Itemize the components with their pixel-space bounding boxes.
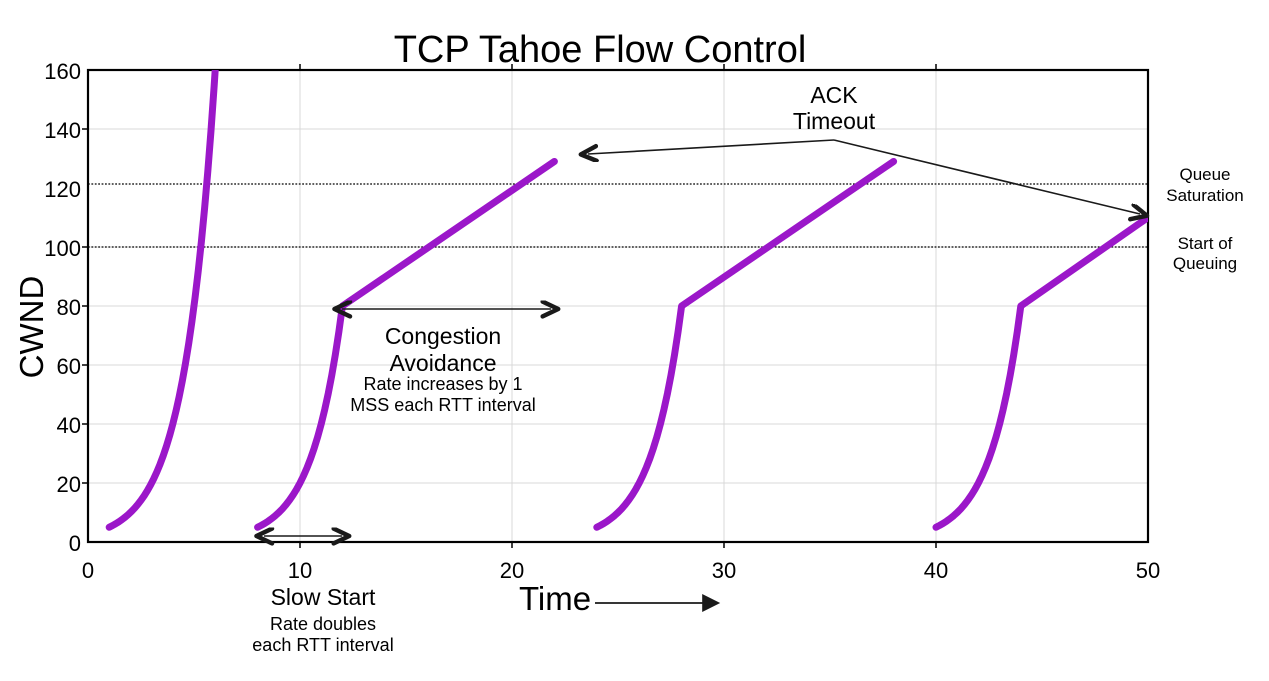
svg-text:Congestion: Congestion [385,323,501,349]
svg-text:Rate increases by 1: Rate increases by 1 [363,374,522,394]
svg-text:0: 0 [69,531,81,556]
svg-text:TCP Tahoe Flow Control: TCP Tahoe Flow Control [394,29,807,71]
svg-text:Rate doubles: Rate doubles [270,614,376,634]
svg-text:Start of: Start of [1178,234,1233,253]
svg-text:Slow Start: Slow Start [271,584,376,610]
svg-text:Saturation: Saturation [1166,186,1244,205]
svg-text:40: 40 [924,558,948,583]
svg-text:50: 50 [1136,558,1160,583]
svg-text:Time: Time [519,580,591,617]
svg-text:80: 80 [57,295,81,320]
svg-text:0: 0 [82,558,94,583]
svg-text:60: 60 [57,354,81,379]
svg-text:Queuing: Queuing [1173,254,1237,273]
svg-text:ACK: ACK [810,82,858,108]
svg-text:Timeout: Timeout [793,108,876,134]
svg-text:30: 30 [712,558,736,583]
svg-text:MSS each RTT interval: MSS each RTT interval [350,395,535,415]
svg-text:each RTT interval: each RTT interval [252,635,393,655]
svg-text:20: 20 [57,472,81,497]
svg-text:10: 10 [288,558,312,583]
svg-text:Avoidance: Avoidance [390,350,497,376]
svg-text:CWND: CWND [13,276,50,379]
svg-text:120: 120 [44,177,81,202]
svg-text:140: 140 [44,118,81,143]
svg-text:Queue: Queue [1179,165,1230,184]
svg-text:100: 100 [44,236,81,261]
svg-text:160: 160 [44,59,81,84]
svg-text:40: 40 [57,413,81,438]
